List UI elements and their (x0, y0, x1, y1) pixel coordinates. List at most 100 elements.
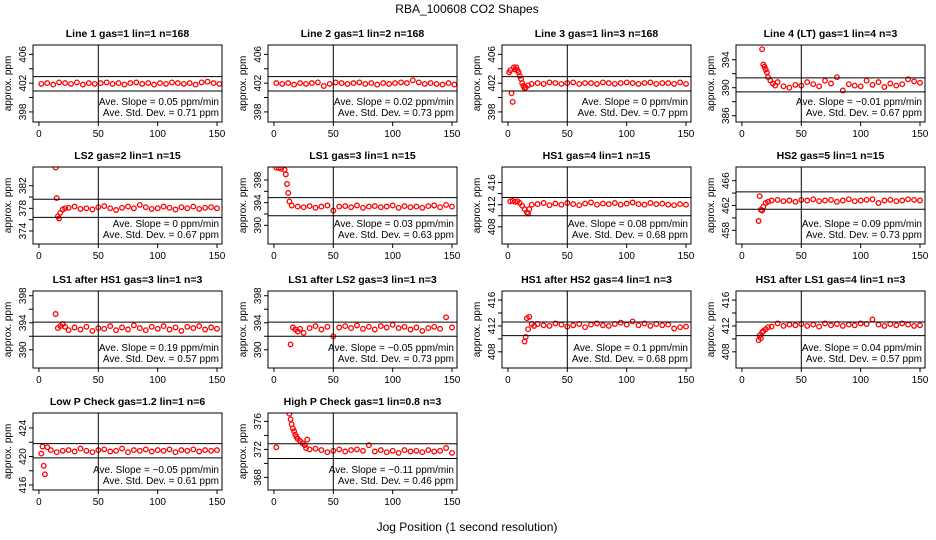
data-point (368, 80, 375, 87)
data-point (273, 80, 280, 87)
x-tick-label: 100 (149, 129, 166, 140)
data-point (68, 80, 74, 87)
data-point (449, 203, 455, 210)
data-point (552, 80, 559, 87)
data-point (85, 80, 92, 87)
data-point (582, 80, 589, 87)
data-point (214, 325, 220, 332)
data-points (287, 314, 455, 348)
data-point (107, 448, 114, 455)
data-point (546, 79, 553, 86)
data-point (65, 447, 72, 454)
data-point (540, 322, 547, 329)
x-tick-label: 100 (852, 251, 869, 262)
y-tick-label: 408 (487, 218, 498, 235)
data-point (413, 203, 420, 210)
data-point (677, 324, 684, 331)
data-point (671, 325, 678, 332)
data-point (445, 80, 452, 87)
data-point (443, 201, 450, 208)
x-tick-label: 0 (36, 497, 42, 508)
panel: High P Check gas=1 lin=0.8 n=3 0 50 100 150 3… (238, 396, 461, 508)
plot-frame (501, 290, 692, 369)
data-point (39, 443, 46, 450)
y-tick-label: 406 (253, 46, 264, 63)
data-point (653, 201, 660, 208)
data-point (142, 446, 149, 453)
data-point (780, 198, 787, 205)
data-point (348, 447, 355, 454)
ave-std-dev-label: Ave. Std. Dev. = 0.63 ppm (338, 230, 454, 241)
data-point (875, 79, 882, 86)
data-point (407, 204, 414, 211)
data-point (354, 322, 360, 329)
data-point (318, 203, 325, 210)
data-point (73, 79, 80, 86)
ave-slope-label: Ave. Slope = −0.11 ppm/min (329, 465, 454, 476)
y-tick-label: 420 (18, 448, 29, 465)
data-point (641, 320, 648, 327)
x-tick-label: 150 (444, 497, 461, 508)
ave-slope-label: Ave. Slope = −0.05 ppm/min (93, 465, 219, 476)
y-axis-label: approx. ppm (472, 56, 483, 112)
data-points (38, 443, 220, 478)
y-tick-label: 462 (721, 197, 732, 214)
data-point (425, 203, 432, 210)
data-point (278, 167, 285, 172)
data-point (192, 81, 199, 88)
x-tick-label: 0 (505, 375, 511, 386)
x-tick-label: 100 (618, 129, 635, 140)
data-point (190, 446, 197, 453)
data-point (208, 447, 215, 454)
data-point (342, 323, 349, 330)
data-point (398, 79, 404, 86)
data-point (184, 447, 191, 454)
data-point (395, 449, 402, 456)
data-point (576, 80, 583, 87)
data-point (113, 447, 120, 454)
data-point (869, 81, 876, 88)
y-tick-label: 408 (487, 343, 498, 360)
data-point (324, 323, 331, 330)
y-tick-label: 416 (18, 476, 29, 493)
data-point (136, 201, 143, 208)
data-point (413, 324, 420, 331)
data-point (521, 338, 528, 345)
data-point (439, 81, 446, 88)
x-tick-label: 150 (912, 251, 929, 262)
data-point (887, 80, 894, 87)
panel: Low P Check gas=1.2 lin=1 n=6 0 50 100 150 41… (3, 396, 226, 508)
data-point (431, 202, 438, 209)
data-point (44, 444, 51, 451)
data-point (437, 447, 444, 454)
data-point (196, 323, 203, 330)
data-point (119, 445, 125, 452)
data-point (635, 322, 642, 329)
data-point (526, 313, 533, 320)
data-point (594, 320, 600, 327)
y-tick-label: 394 (721, 51, 732, 68)
data-point (47, 447, 54, 454)
data-point (899, 320, 906, 327)
data-point (887, 196, 894, 203)
data-point (356, 79, 363, 86)
data-point (320, 83, 327, 89)
panel: HS1 after LS1 gas=4 lin=1 n=3 0 50 100 150 40… (706, 274, 929, 386)
data-point (395, 325, 402, 332)
data-point (451, 81, 457, 88)
data-point (911, 196, 918, 203)
ave-std-dev-label: Ave. Std. Dev. = 0.73 ppm (338, 354, 454, 365)
y-tick-label: 424 (18, 419, 29, 436)
data-point (617, 80, 624, 87)
data-point (570, 79, 577, 86)
data-point (839, 197, 846, 204)
data-point (534, 201, 541, 208)
data-point (558, 321, 565, 328)
data-point (513, 64, 520, 71)
x-tick-label: 0 (505, 251, 511, 262)
data-point (759, 329, 766, 336)
data-point (377, 447, 384, 454)
plot-frame (501, 166, 692, 245)
data-point (160, 203, 167, 210)
data-point (362, 80, 369, 87)
